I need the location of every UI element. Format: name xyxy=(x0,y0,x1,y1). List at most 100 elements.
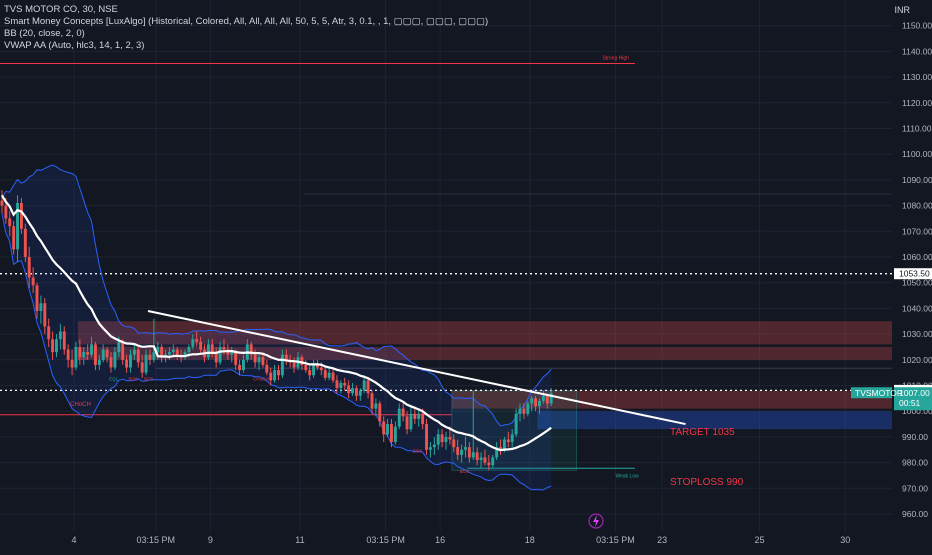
indicator-smc[interactable]: Smart Money Concepts [LuxAlgo] (Historic… xyxy=(4,16,489,27)
candle-body xyxy=(218,346,222,363)
candle-body xyxy=(308,370,312,376)
currency-label: INR xyxy=(894,5,911,15)
vwap-line xyxy=(0,194,552,452)
x-tick-label: 30 xyxy=(840,535,850,545)
candle-body xyxy=(31,277,35,286)
candle-body xyxy=(27,257,31,278)
candle-body xyxy=(129,354,132,368)
candle-body xyxy=(491,457,495,466)
candle-body xyxy=(541,395,545,401)
candle-body xyxy=(428,447,432,450)
bos-label: BOS xyxy=(129,376,139,381)
candle-body xyxy=(140,362,144,373)
y-tick-label: 1070.00 xyxy=(902,226,932,236)
candle-body xyxy=(300,357,304,365)
candle-body xyxy=(499,447,502,450)
candle-body xyxy=(502,439,506,450)
candle-body xyxy=(187,346,191,353)
candle-body xyxy=(386,424,390,435)
candle-body xyxy=(280,354,284,376)
candle-body xyxy=(319,367,323,371)
y-tick-label: 1130.00 xyxy=(902,72,932,82)
candle-body xyxy=(530,398,534,404)
y-tick-label: 970.00 xyxy=(902,483,928,493)
y-tick-label: 1020.00 xyxy=(902,355,932,365)
candle-body xyxy=(78,346,82,358)
chart-legend: TVS MOTOR CO, 30, NSE Smart Money Concep… xyxy=(4,4,488,52)
candle-body xyxy=(397,408,401,427)
y-tick-label: 1120.00 xyxy=(902,98,932,108)
x-tick-label: 9 xyxy=(208,535,213,545)
candle-body xyxy=(136,349,140,363)
candle-body xyxy=(97,359,101,365)
candle-body xyxy=(393,426,397,443)
candle-body xyxy=(382,421,386,435)
candle-body xyxy=(265,364,269,373)
level-upper-tag: 1053.50 xyxy=(899,269,930,279)
bos-label: BOS xyxy=(144,376,154,381)
candle-body xyxy=(409,413,413,430)
candle-body xyxy=(132,349,136,355)
demand-zone xyxy=(537,411,892,430)
candle-body xyxy=(55,339,58,353)
candle-body xyxy=(35,285,39,311)
candle-body xyxy=(105,349,109,358)
y-tick-label: 1080.00 xyxy=(902,201,932,211)
chart-title[interactable]: TVS MOTOR CO, 30, NSE xyxy=(4,4,118,15)
candle-body xyxy=(315,364,319,368)
candle-body xyxy=(121,341,125,360)
candle-body xyxy=(358,390,362,396)
candle-body xyxy=(432,444,436,448)
candle-body xyxy=(47,326,51,340)
bos-label: BOS xyxy=(78,356,88,361)
candle-body xyxy=(39,303,43,311)
y-tick-label: 1060.00 xyxy=(902,252,932,262)
candle-body xyxy=(0,200,4,206)
lightning-icon-bolt xyxy=(593,515,599,527)
candle-body xyxy=(456,447,460,455)
candle-body xyxy=(347,385,351,394)
candle-body xyxy=(261,357,265,365)
candle-body xyxy=(222,346,226,350)
candle-body xyxy=(175,349,179,355)
strong-high-label: Strong High xyxy=(603,55,630,61)
candle-body xyxy=(43,303,47,327)
level-upper-tag-bg xyxy=(894,268,932,280)
x-tick-label: 03:15 PM xyxy=(137,535,176,545)
x-tick-label: 4 xyxy=(72,535,77,545)
eql-label: EQL xyxy=(109,376,119,381)
candle-body xyxy=(148,354,152,360)
candle-body xyxy=(312,364,316,376)
candle-body xyxy=(335,380,339,389)
indicator-bb[interactable]: BB (20, close, 2, 0) xyxy=(4,28,85,39)
choch-label: CHoCH xyxy=(70,402,91,408)
y-tick-label: 1150.00 xyxy=(902,21,932,31)
candle-body xyxy=(354,388,358,396)
x-tick-label: 16 xyxy=(435,535,445,545)
candle-body xyxy=(304,364,308,371)
candle-body xyxy=(514,413,518,435)
bb-upper-band xyxy=(1,164,552,427)
y-tick-label: 1110.00 xyxy=(902,124,932,134)
candle-body xyxy=(74,346,78,368)
candle-body xyxy=(23,228,27,258)
candle-body xyxy=(483,457,487,463)
indicator-vwap[interactable]: VWAP AA (Auto, hlc3, 14, 1, 2, 3) xyxy=(4,40,145,51)
trendline xyxy=(147,309,686,426)
supply-zone xyxy=(451,390,892,409)
symbol-tag: TVSMOTOR xyxy=(855,388,903,398)
candle-body xyxy=(86,352,90,355)
weak-low-label: Weak Low xyxy=(615,473,639,479)
candle-body xyxy=(545,395,549,404)
candle-body xyxy=(534,398,538,407)
candle-body xyxy=(487,462,491,466)
candle-body xyxy=(277,370,280,376)
candle-body xyxy=(292,362,296,368)
choch-small-label: CHoCH xyxy=(253,376,269,381)
candle-body xyxy=(238,364,242,371)
candle-body xyxy=(51,339,55,353)
y-tick-label: 1000.00 xyxy=(902,406,932,416)
lightning-icon xyxy=(588,513,604,529)
